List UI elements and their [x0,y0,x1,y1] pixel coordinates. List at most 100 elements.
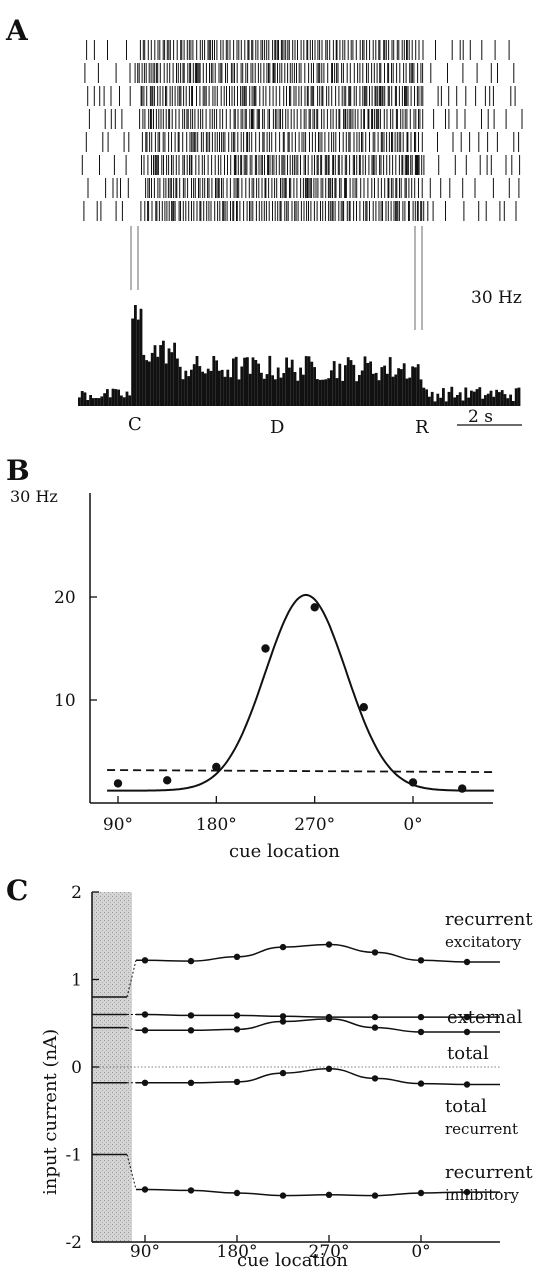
psth-bar [453,397,456,406]
psth-bar [369,361,372,406]
psth-bar [310,361,314,406]
series-point [371,1013,379,1021]
psth-bar [139,308,143,406]
y-tick-label: 20 [54,588,76,608]
psth-bar [293,372,297,406]
psth-bar [122,397,126,406]
psth-bar [86,400,90,406]
psth-scale-label: 30 Hz [471,288,522,308]
y-tick-label: 1 [71,971,82,991]
psth-bar [192,364,196,406]
psth-bar [201,371,204,406]
raster-row [81,155,521,175]
psth-bar [344,365,347,406]
series-point [141,957,149,964]
series-point [141,1011,149,1018]
psth-bar [408,377,412,406]
psth-bar [170,352,174,406]
psth-bar [517,387,521,406]
series-label-main: total [447,1043,489,1064]
y-tick-label: 10 [54,691,76,711]
psth-bar [383,365,386,406]
psth-bar [498,392,501,406]
series-point [279,1192,287,1199]
psth-bar [414,367,417,406]
series-point [279,1069,287,1077]
series-point [187,1012,195,1019]
x-axis-label-b: cue location [229,841,340,862]
psth-bar [335,378,339,406]
raster-row [84,63,515,83]
series-total-recurrent [92,1065,500,1088]
baseline-dashed-line [107,769,495,773]
psth-bar [134,305,137,406]
psth-bar [397,368,400,406]
psth-bar [489,390,493,406]
series-point [463,1013,471,1021]
psth-bar [108,397,112,406]
series-point [187,1079,195,1087]
psth-bar [260,372,263,406]
psth-bar [243,357,246,406]
psth-bar [512,401,515,406]
psth-bar [346,357,350,406]
psth-bar [366,363,370,406]
event-label-response: R [415,417,429,438]
psth-bar [285,357,288,406]
psth-bar [419,379,423,406]
psth-bar [128,395,132,406]
series-point [141,1186,149,1193]
psth-bar [184,370,188,406]
series-label-main: external [447,1007,523,1028]
series-point [141,1027,149,1034]
psth-bar [372,373,375,406]
ticks-b: 10 20 90° 180° 270° 0° [54,588,423,835]
psth-bar [218,370,221,406]
series-label-main: total [445,1096,487,1117]
raster-row [85,132,520,152]
psth-bar [447,391,451,406]
psth-bar [212,356,216,406]
psth-bar [332,361,336,406]
panel-b: B 30 Hz 10 20 90° 180° 270° 0° cue location [6,454,495,862]
psth-bar [391,376,395,406]
series-label-main: recurrent [445,909,533,930]
psth-bar [288,367,291,406]
psth-bar [358,375,361,406]
psth-bar [302,374,305,406]
psth-bar [405,378,409,406]
psth-bar [97,398,101,406]
tuning-data-point [408,778,418,787]
psth-bar [492,396,496,406]
series-label-sub: recurrent [445,1120,518,1138]
psth-bar [257,363,260,406]
psth-bar [164,363,168,406]
psth-bar [374,372,378,406]
psth-bar [321,379,325,406]
event-label-delay: D [270,417,284,438]
tuning-data-point [458,784,467,793]
series-point [371,1024,379,1031]
psth-bar [195,356,199,406]
psth-bar [268,355,272,406]
psth-bar [349,360,353,406]
psth-bar [464,387,468,406]
panel-b-letter: B [6,454,30,487]
psth-bar [402,363,406,406]
panel-c-letter: C [6,874,28,907]
series-point [325,1065,333,1073]
psth-bar [181,379,185,406]
psth-bar [145,360,148,406]
psth-bar [458,392,462,406]
x-tick-label: 90° [103,815,133,835]
psth-bar [176,358,179,406]
psth-bar [240,366,244,406]
series-recurrent-excitatory [92,941,500,998]
psth-bar [173,342,176,406]
psth-bar [206,368,210,406]
psth-bar [467,397,470,406]
psth-bar [394,374,398,406]
series-label-main: recurrent [445,1162,533,1183]
series-point [325,1015,333,1023]
psth-bar [363,356,367,406]
